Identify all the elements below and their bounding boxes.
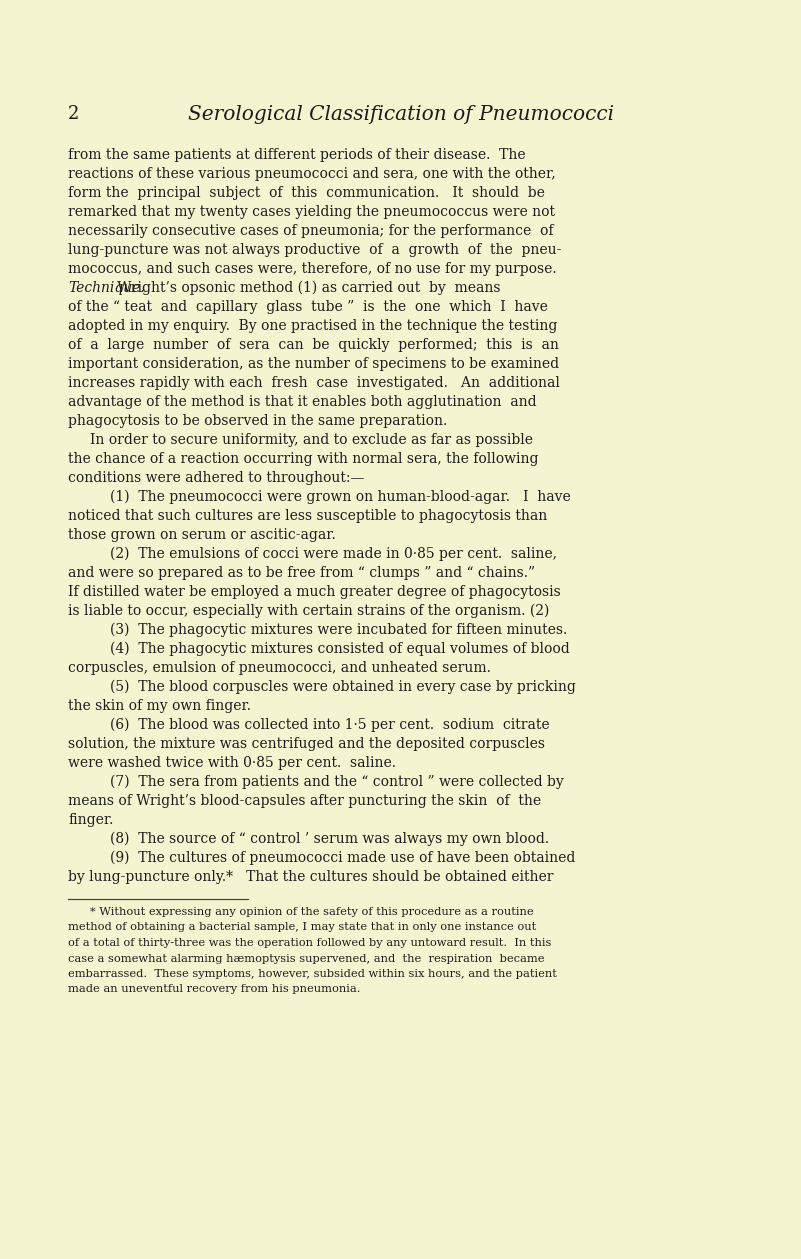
Text: from the same patients at different periods of their disease.  The: from the same patients at different peri… <box>68 149 525 162</box>
Text: the skin of my own finger.: the skin of my own finger. <box>68 699 251 713</box>
Text: (5)  The blood corpuscles were obtained in every case by pricking: (5) The blood corpuscles were obtained i… <box>110 680 576 695</box>
Text: important consideration, as the number of specimens to be examined: important consideration, as the number o… <box>68 358 559 371</box>
Text: were washed twice with 0·85 per cent.  saline.: were washed twice with 0·85 per cent. sa… <box>68 755 396 771</box>
Text: Wright’s opsonic method (1) as carried out  by  means: Wright’s opsonic method (1) as carried o… <box>104 281 501 296</box>
Text: * Without expressing any opinion of the safety of this procedure as a routine: * Without expressing any opinion of the … <box>90 906 533 917</box>
Text: lung-puncture was not always productive  of  a  growth  of  the  pneu-: lung-puncture was not always productive … <box>68 243 562 257</box>
Text: those grown on serum or ascitic-agar.: those grown on serum or ascitic-agar. <box>68 528 336 543</box>
Text: form the  principal  subject  of  this  communication.   It  should  be: form the principal subject of this commu… <box>68 186 545 200</box>
Text: advantage of the method is that it enables both agglutination  and: advantage of the method is that it enabl… <box>68 395 537 409</box>
Text: If distilled water be employed a much greater degree of phagocytosis: If distilled water be employed a much gr… <box>68 585 561 599</box>
Text: (4)  The phagocytic mixtures consisted of equal volumes of blood: (4) The phagocytic mixtures consisted of… <box>110 642 570 656</box>
Text: of a total of thirty-three was the operation followed by any untoward result.  I: of a total of thirty-three was the opera… <box>68 938 551 948</box>
Text: solution, the mixture was centrifuged and the deposited corpuscles: solution, the mixture was centrifuged an… <box>68 737 545 752</box>
Text: 2: 2 <box>68 104 79 123</box>
Text: necessarily consecutive cases of pneumonia; for the performance  of: necessarily consecutive cases of pneumon… <box>68 224 553 238</box>
Text: (1)  The pneumococci were grown on human-blood-agar.   I  have: (1) The pneumococci were grown on human-… <box>110 490 571 505</box>
Text: Serological Classification of Pneumococci: Serological Classification of Pneumococc… <box>187 104 614 123</box>
Text: corpuscles, emulsion of pneumococci, and unheated serum.: corpuscles, emulsion of pneumococci, and… <box>68 661 491 675</box>
Text: finger.: finger. <box>68 813 114 827</box>
Text: is liable to occur, especially with certain strains of the organism. (2): is liable to occur, especially with cert… <box>68 604 549 618</box>
Text: case a somewhat alarming hæmoptysis supervened, and  the  respiration  became: case a somewhat alarming hæmoptysis supe… <box>68 953 545 963</box>
Text: remarked that my twenty cases yielding the pneumococcus were not: remarked that my twenty cases yielding t… <box>68 205 555 219</box>
Text: reactions of these various pneumococci and sera, one with the other,: reactions of these various pneumococci a… <box>68 167 556 181</box>
Text: by lung-puncture only.*   That the cultures should be obtained either: by lung-puncture only.* That the culture… <box>68 870 553 884</box>
Text: (8)  The source of “ control ’ serum was always my own blood.: (8) The source of “ control ’ serum was … <box>110 832 549 846</box>
Text: conditions were adhered to throughout:—: conditions were adhered to throughout:— <box>68 471 364 485</box>
Text: (6)  The blood was collected into 1·5 per cent.  sodium  citrate: (6) The blood was collected into 1·5 per… <box>110 718 549 733</box>
Text: embarrassed.  These symptoms, however, subsided within six hours, and the patien: embarrassed. These symptoms, however, su… <box>68 969 557 980</box>
Text: Technique.: Technique. <box>68 281 145 295</box>
Text: increases rapidly with each  fresh  case  investigated.   An  additional: increases rapidly with each fresh case i… <box>68 376 560 390</box>
Text: made an uneventful recovery from his pneumonia.: made an uneventful recovery from his pne… <box>68 985 360 995</box>
Text: (2)  The emulsions of cocci were made in 0·85 per cent.  saline,: (2) The emulsions of cocci were made in … <box>110 546 557 562</box>
Text: (9)  The cultures of pneumococci made use of have been obtained: (9) The cultures of pneumococci made use… <box>110 851 575 865</box>
Text: adopted in my enquiry.  By one practised in the technique the testing: adopted in my enquiry. By one practised … <box>68 319 557 332</box>
Text: of the “ teat  and  capillary  glass  tube ”  is  the  one  which  I  have: of the “ teat and capillary glass tube ”… <box>68 300 548 313</box>
Text: of  a  large  number  of  sera  can  be  quickly  performed;  this  is  an: of a large number of sera can be quickly… <box>68 337 559 353</box>
Text: In order to secure uniformity, and to exclude as far as possible: In order to secure uniformity, and to ex… <box>90 433 533 447</box>
Text: mococcus, and such cases were, therefore, of no use for my purpose.: mococcus, and such cases were, therefore… <box>68 262 557 276</box>
Text: means of Wright’s blood-capsules after puncturing the skin  of  the: means of Wright’s blood-capsules after p… <box>68 794 541 808</box>
Text: (7)  The sera from patients and the “ control ” were collected by: (7) The sera from patients and the “ con… <box>110 776 564 789</box>
Text: noticed that such cultures are less susceptible to phagocytosis than: noticed that such cultures are less susc… <box>68 509 547 522</box>
Text: and were so prepared as to be free from “ clumps ” and “ chains.”: and were so prepared as to be free from … <box>68 567 535 580</box>
Text: phagocytosis to be observed in the same preparation.: phagocytosis to be observed in the same … <box>68 414 447 428</box>
Text: method of obtaining a bacterial sample, I may state that in only one instance ou: method of obtaining a bacterial sample, … <box>68 923 536 933</box>
Text: the chance of a reaction occurring with normal sera, the following: the chance of a reaction occurring with … <box>68 452 538 466</box>
Text: (3)  The phagocytic mixtures were incubated for fifteen minutes.: (3) The phagocytic mixtures were incubat… <box>110 623 567 637</box>
